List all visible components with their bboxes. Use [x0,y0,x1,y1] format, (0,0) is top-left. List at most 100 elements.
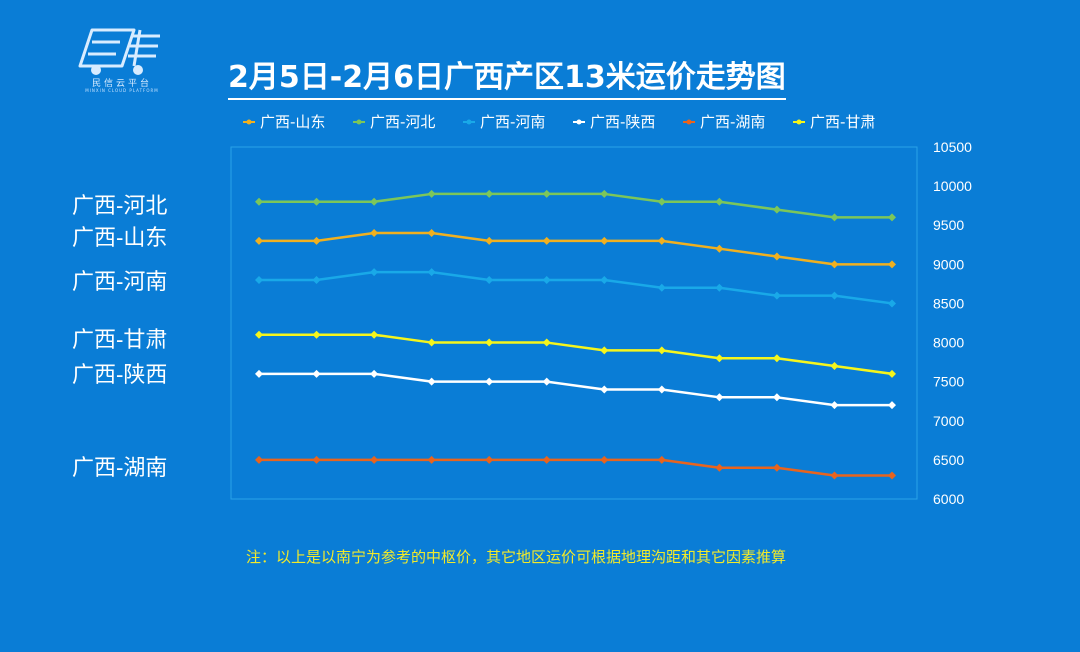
legend-label: 广西-湖南 [700,113,765,131]
data-point [485,189,494,198]
series-line [259,270,893,305]
y-tick-label: 7000 [933,413,964,429]
data-point [427,268,436,277]
legend-label: 广西-甘肃 [810,113,875,131]
data-point [427,189,436,198]
data-point [370,369,379,378]
data-point [370,197,379,206]
y-tick-label: 9500 [933,217,964,233]
series-line [259,231,892,266]
chart-title: 2月5日-2月6日广西产区13米运价走势图 [228,52,786,100]
data-point [427,338,436,347]
data-point [255,330,263,339]
data-point [772,291,781,300]
logo-name: 民信云平台 [91,79,152,89]
data-point [888,213,896,222]
legend-label: 广西-陕西 [590,113,655,131]
logo: 民信云平台 MINXIN CLOUD PLATFORM [72,22,172,97]
y-tick-label: 6000 [933,491,964,507]
data-point [312,236,321,245]
data-point [830,291,839,300]
data-point [542,377,551,386]
data-point [715,393,724,402]
legend-label: 广西-河北 [370,113,435,131]
legend-marker [356,119,362,125]
y-tick-label: 7500 [933,374,964,390]
data-point [542,236,551,245]
legend-marker [796,119,802,125]
series-line [259,458,892,477]
data-point [772,393,781,402]
data-point [542,338,551,347]
data-point [888,471,896,480]
data-point [542,189,551,198]
y-tick-label: 10000 [933,178,972,194]
data-point [657,197,666,206]
data-point [772,354,781,363]
data-point [772,205,781,214]
data-point [657,455,666,464]
legend-marker [686,119,692,125]
data-point [715,283,724,292]
data-point [485,377,494,386]
data-point [888,260,896,269]
data-point [427,229,436,238]
data-point [542,455,551,464]
data-point [370,268,379,277]
data-point [715,197,724,206]
side-label-shaanxi: 广西-陕西 [72,363,168,388]
data-point [542,275,551,284]
side-label-hebei: 广西-河北 [72,194,168,219]
legend-label: 广西-山东 [260,113,325,131]
data-point [715,244,724,253]
side-label-henan: 广西-河南 [72,270,168,295]
series-line [259,333,893,376]
data-point [600,189,609,198]
series-group [255,189,896,480]
y-tick-label: 9000 [933,256,964,272]
data-point [255,197,263,206]
data-point [370,330,379,339]
data-point [255,236,263,245]
data-point [485,455,494,464]
data-point [657,236,666,245]
side-label-gansu: 广西-甘肃 [72,328,168,353]
data-point [888,401,896,410]
data-point [312,275,321,284]
data-point [485,275,494,284]
y-tick-label: 8000 [933,335,964,351]
logo-subtitle: MINXIN CLOUD PLATFORM [85,88,159,93]
truck-icon [78,28,160,75]
data-point [600,455,609,464]
footnote: 注：以上是以南宁为参考的中枢价，其它地区运价可根据地理沟距和其它因素推算 [246,548,787,566]
data-point [888,299,896,308]
plot-area [230,146,918,500]
data-point [370,455,379,464]
data-point [657,385,666,394]
data-point [830,213,839,222]
series-line [259,192,892,219]
data-point [830,401,839,410]
data-point [312,455,321,464]
series-line [259,372,892,407]
data-point [485,338,494,347]
data-point [657,346,666,355]
data-point [427,377,436,386]
data-point [255,275,263,284]
data-point [600,385,609,394]
data-point [715,463,724,472]
data-point [772,252,781,261]
data-point [255,369,263,378]
data-point [312,369,321,378]
data-point [600,275,609,284]
side-label-shandong: 广西-山东 [72,226,168,251]
legend-label: 广西-河南 [480,113,545,131]
legend: 广西-山东 广西-河北 广西-河南 广西-陕西 广西-湖南 广西-甘肃 [243,113,875,131]
data-point [657,283,666,292]
data-point [772,463,781,472]
y-tick-label: 6500 [933,452,964,468]
y-tick-label: 8500 [933,295,964,311]
data-point [600,236,609,245]
data-point [312,330,321,339]
data-point [715,354,724,363]
